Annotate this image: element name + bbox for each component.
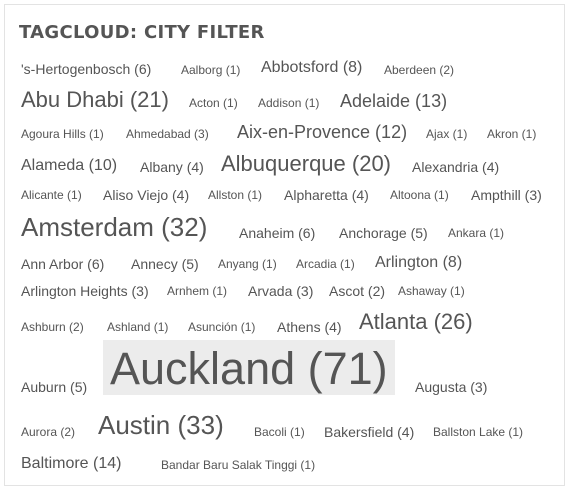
- tag-acton[interactable]: Acton (1): [189, 97, 238, 109]
- tag-ashaway[interactable]: Ashaway (1): [398, 285, 465, 297]
- tag-allston[interactable]: Allston (1): [208, 189, 262, 201]
- tag-adelaide[interactable]: Adelaide (13): [340, 92, 447, 110]
- tag-auburn[interactable]: Auburn (5): [21, 380, 87, 394]
- tag-altoona[interactable]: Altoona (1): [390, 189, 449, 201]
- tag-arvada[interactable]: Arvada (3): [248, 284, 313, 298]
- tag-anaheim[interactable]: Anaheim (6): [239, 226, 315, 240]
- tag-aalborg[interactable]: Aalborg (1): [181, 64, 240, 76]
- tag-addison[interactable]: Addison (1): [258, 97, 319, 109]
- tag-ahmedabad[interactable]: Ahmedabad (3): [126, 128, 209, 140]
- tagcloud-widget: TAGCLOUD: CITY FILTER 's-Hertogenbosch (…: [4, 4, 565, 486]
- tag-austin[interactable]: Austin (33): [98, 412, 224, 438]
- tag-arlington-heights[interactable]: Arlington Heights (3): [21, 284, 149, 298]
- tag-bandar-baru-salak-tinggi[interactable]: Bandar Baru Salak Tinggi (1): [161, 459, 315, 471]
- tag-ascot[interactable]: Ascot (2): [329, 284, 385, 298]
- tag-annecy[interactable]: Annecy (5): [131, 257, 199, 271]
- tag-ampthill[interactable]: Ampthill (3): [471, 188, 542, 202]
- tag-abu-dhabi[interactable]: Abu Dhabi (21): [21, 89, 169, 111]
- tag-ann-arbor[interactable]: Ann Arbor (6): [21, 257, 104, 271]
- widget-title: TAGCLOUD: CITY FILTER: [19, 22, 265, 43]
- tag-ashburn[interactable]: Ashburn (2): [21, 321, 84, 333]
- tag-aliso-viejo[interactable]: Aliso Viejo (4): [103, 188, 189, 202]
- tag-anchorage[interactable]: Anchorage (5): [339, 226, 428, 240]
- tag-arnhem[interactable]: Arnhem (1): [167, 285, 227, 297]
- tag-agoura-hills[interactable]: Agoura Hills (1): [21, 128, 104, 140]
- tag-arlington[interactable]: Arlington (8): [375, 255, 462, 271]
- tag-bakersfield[interactable]: Bakersfield (4): [324, 425, 414, 439]
- tag-alexandria[interactable]: Alexandria (4): [412, 160, 499, 174]
- tag-s-hertogenbosch[interactable]: 's-Hertogenbosch (6): [21, 62, 151, 76]
- tag-aurora[interactable]: Aurora (2): [21, 426, 75, 438]
- tag-aberdeen[interactable]: Aberdeen (2): [384, 64, 454, 76]
- tag-auckland[interactable]: Auckland (71): [103, 340, 395, 395]
- tag-aix-en-provence[interactable]: Aix-en-Provence (12): [237, 123, 407, 141]
- tag-anyang[interactable]: Anyang (1): [218, 258, 277, 270]
- tag-ajax[interactable]: Ajax (1): [426, 128, 467, 140]
- tag-albany[interactable]: Albany (4): [140, 160, 204, 174]
- tag-arcadia[interactable]: Arcadia (1): [296, 258, 355, 270]
- tag-athens[interactable]: Athens (4): [277, 320, 342, 334]
- tag-ashland[interactable]: Ashland (1): [107, 321, 168, 333]
- tag-amsterdam[interactable]: Amsterdam (32): [21, 214, 207, 240]
- tag-ankara[interactable]: Ankara (1): [448, 227, 504, 239]
- tag-bacoli[interactable]: Bacoli (1): [254, 426, 305, 438]
- tag-alicante[interactable]: Alicante (1): [21, 189, 82, 201]
- tag-asuncion[interactable]: Asunción (1): [188, 321, 255, 333]
- tag-akron[interactable]: Akron (1): [487, 128, 536, 140]
- tag-augusta[interactable]: Augusta (3): [415, 380, 487, 394]
- tag-baltimore[interactable]: Baltimore (14): [21, 456, 121, 472]
- tag-alameda[interactable]: Alameda (10): [21, 158, 117, 174]
- tag-ballston-lake[interactable]: Ballston Lake (1): [433, 426, 523, 438]
- tag-abbotsford[interactable]: Abbotsford (8): [261, 60, 362, 76]
- tag-alpharetta[interactable]: Alpharetta (4): [284, 188, 369, 202]
- tag-atlanta[interactable]: Atlanta (26): [359, 311, 473, 333]
- tag-albuquerque[interactable]: Albuquerque (20): [221, 153, 391, 175]
